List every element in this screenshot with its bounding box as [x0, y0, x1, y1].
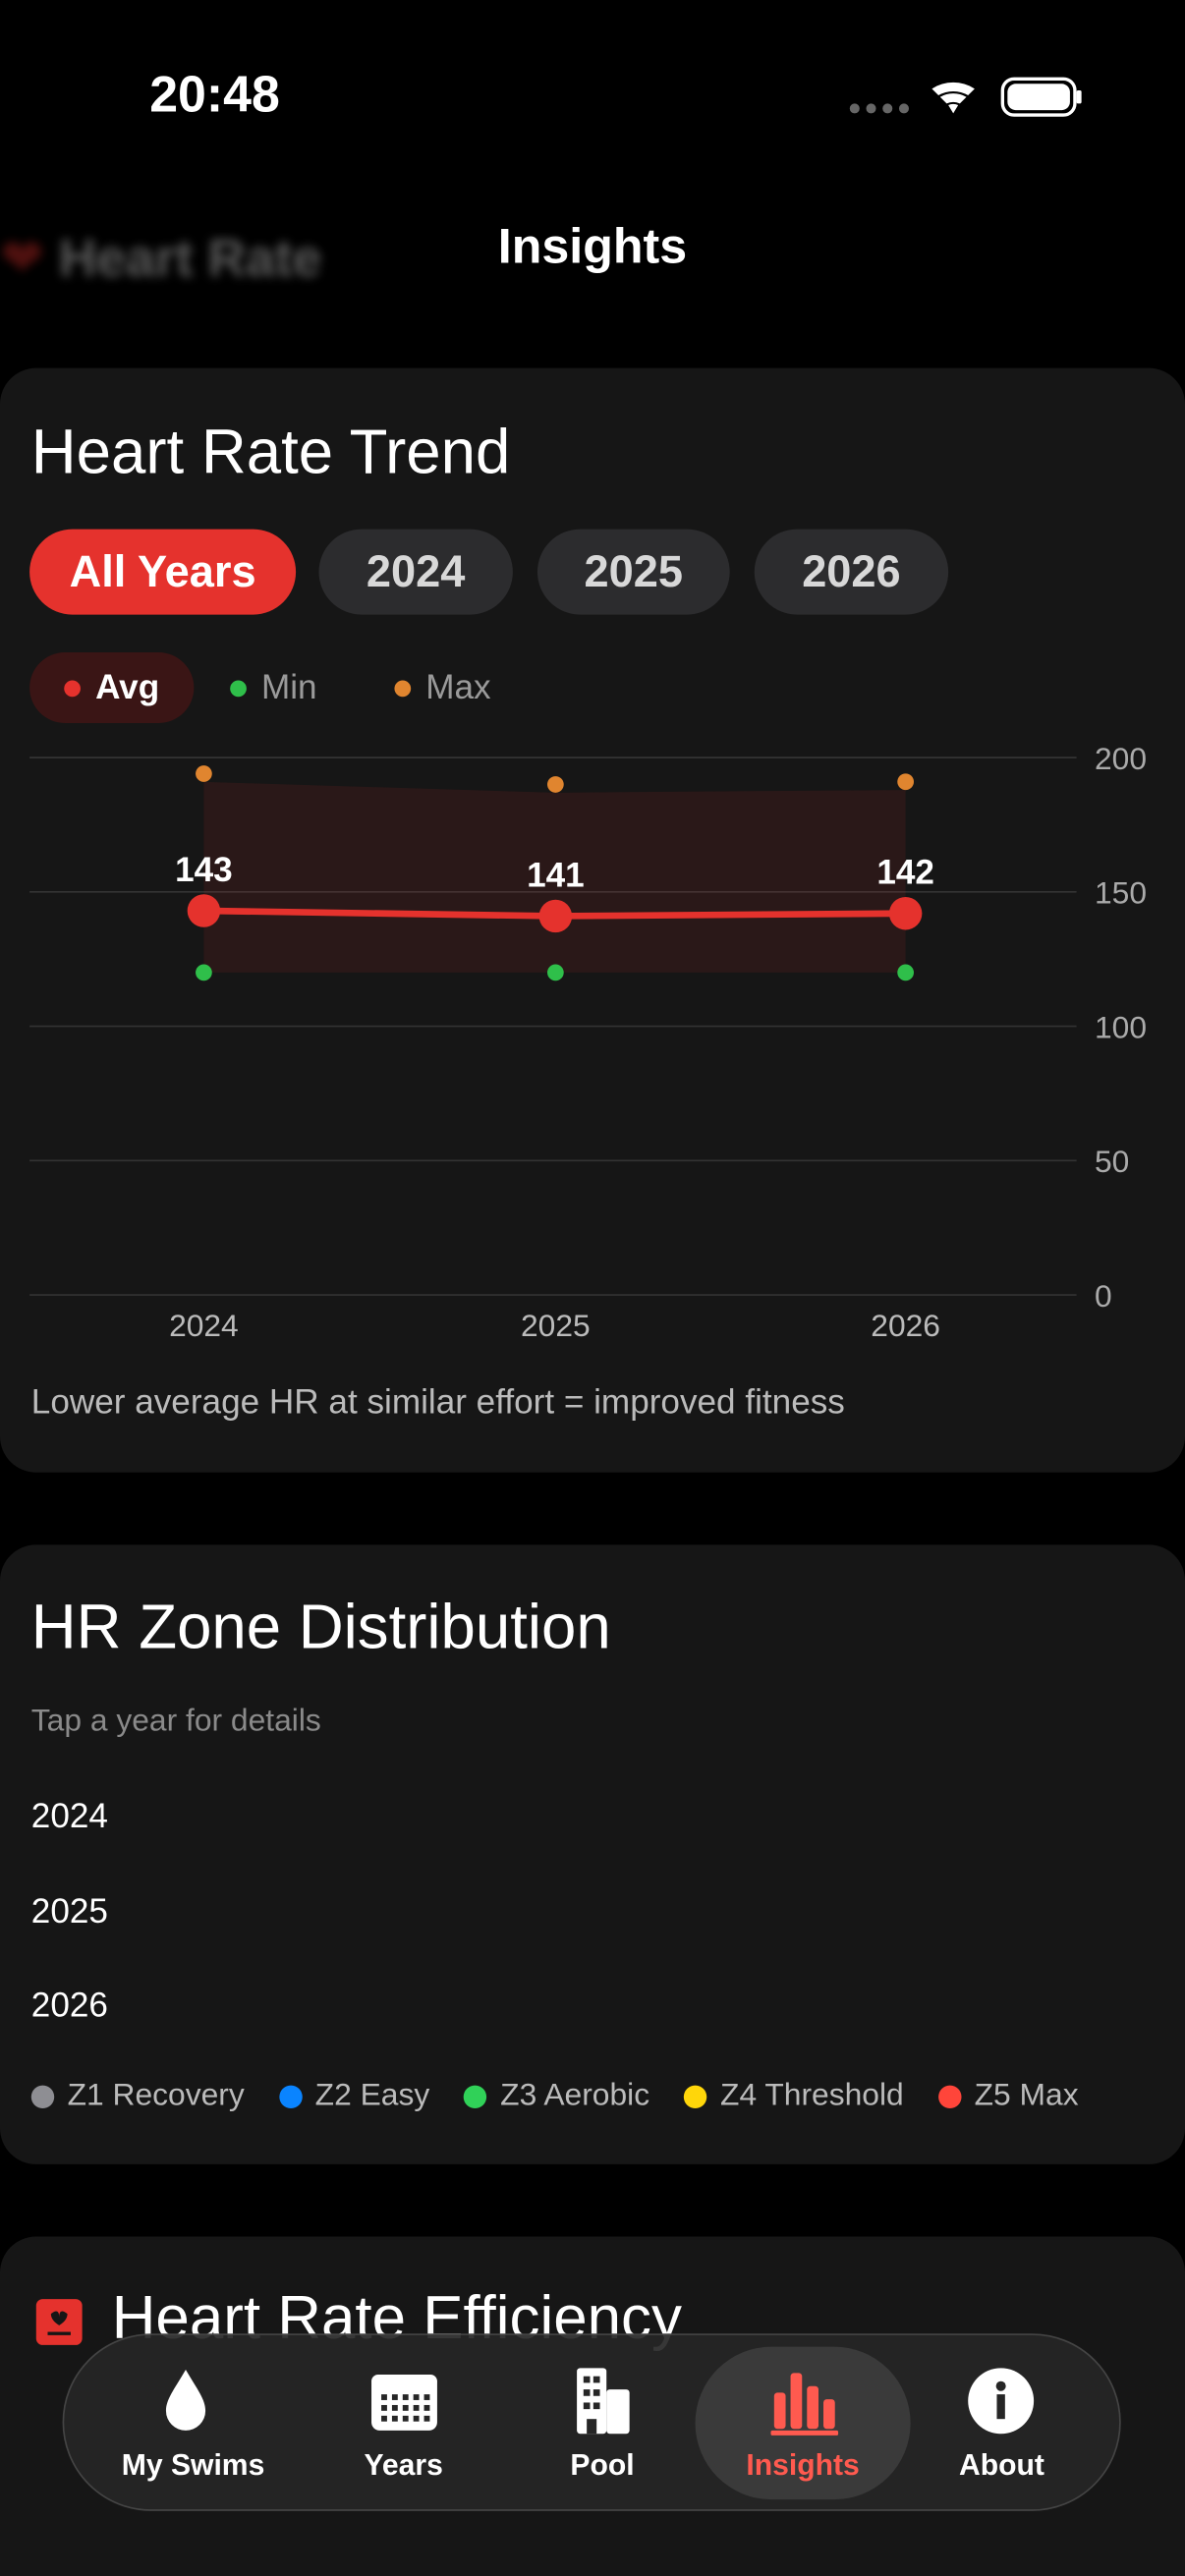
tab-label: Years: [364, 2448, 443, 2482]
year-row[interactable]: 2026: [30, 1987, 108, 2025]
max-point: [547, 776, 564, 793]
value-label: 143: [175, 851, 233, 889]
tab-icon-graphic: [165, 2370, 205, 2431]
series-toggle[interactable]: Max: [394, 652, 517, 723]
tab-icon: [966, 2367, 1039, 2439]
zone-legend-item: Z5 Max: [937, 2078, 1079, 2115]
footnote: Lower average HR at similar effort = imp…: [30, 1383, 845, 1422]
series-toggle[interactable]: Avg: [29, 652, 195, 723]
zone-legend-item: Z3 Aerobic: [464, 2079, 649, 2115]
y-tick-label: 100: [1095, 1009, 1147, 1044]
y-tick-label: 50: [1095, 1144, 1129, 1179]
min-point: [897, 964, 915, 981]
tab[interactable]: My Swims: [85, 2347, 301, 2500]
year-row[interactable]: 2025: [30, 1892, 108, 1931]
zone-dot: [937, 2085, 962, 2109]
y-tick-label: 0: [1095, 1278, 1112, 1314]
efficiency-icon: [35, 2299, 83, 2345]
tab-icon-graphic: [576, 2368, 629, 2435]
zone-card: [0, 1544, 1185, 2164]
range-area: [203, 781, 906, 973]
tab-icon: [367, 2367, 440, 2439]
tab-label: About: [959, 2448, 1044, 2482]
avg-point: [187, 894, 221, 927]
tab-label: Pool: [570, 2448, 635, 2482]
background-title: ❤ Heart Rate: [0, 228, 322, 288]
tab[interactable]: Insights: [695, 2346, 911, 2500]
zone-legend-item: Z2 Easy: [278, 2078, 430, 2115]
x-tick-label: 2024: [169, 1308, 239, 1343]
max-point: [196, 765, 212, 782]
tab-icon-graphic: [769, 2373, 838, 2436]
zone-label: Z4 Threshold: [720, 2078, 904, 2114]
avg-point: [538, 899, 573, 933]
filter-pill[interactable]: All Years: [29, 529, 297, 615]
x-tick-label: 2025: [521, 1308, 591, 1343]
min-point: [547, 964, 564, 981]
year-row[interactable]: 2024: [30, 1797, 108, 1836]
tab[interactable]: About: [894, 2347, 1109, 2500]
tab-label: Insights: [746, 2448, 860, 2482]
zone-label: Z1 Recovery: [67, 2078, 245, 2114]
tab-icon: [157, 2367, 230, 2439]
trend-chart: 0 50 100 150 200 2024 2025 2026 143 141 142: [29, 741, 1147, 1343]
zone-label: Z2 Easy: [314, 2078, 430, 2114]
tab-label: My Swims: [121, 2448, 265, 2482]
tab-icon: [566, 2367, 639, 2439]
legend-dot: [230, 679, 247, 697]
zone-dot: [30, 2085, 55, 2109]
tab-icon: [766, 2367, 839, 2439]
x-tick-label: 2026: [871, 1308, 940, 1343]
nav-title: Insights: [497, 220, 688, 275]
min-point: [196, 964, 212, 981]
max-point: [897, 773, 915, 791]
zone-label: Z5 Max: [974, 2078, 1079, 2114]
filter-pill[interactable]: 2024: [318, 529, 513, 615]
y-tick-label: 150: [1095, 875, 1147, 911]
status-time: 20:48: [149, 65, 280, 124]
legend-dot: [394, 679, 412, 697]
legend-label: Avg: [95, 667, 160, 706]
filter-pill[interactable]: 2026: [754, 529, 949, 615]
value-label: 142: [876, 854, 934, 892]
status-icons: [849, 77, 1082, 117]
zone-legend-item: Z4 Threshold: [684, 2078, 904, 2115]
zone-dot: [464, 2085, 487, 2109]
card-title: HR Zone Distribution: [30, 1594, 611, 1663]
legend-dot: [64, 679, 82, 697]
series-toggle[interactable]: Min: [230, 652, 345, 723]
card-subtitle: Tap a year for details: [30, 1704, 321, 1739]
legend-label: Max: [425, 667, 491, 706]
tab[interactable]: Years: [296, 2347, 511, 2500]
value-label: 141: [527, 856, 585, 894]
card-title: Heart Rate Trend: [30, 419, 511, 488]
filter-pill[interactable]: 2025: [536, 529, 730, 615]
background-title-text: Heart Rate: [58, 228, 322, 288]
legend-label: Min: [260, 667, 317, 706]
y-tick-label: 200: [1095, 741, 1147, 776]
zone-legend: Z1 Recovery Z2 Easy Z3 Aerobic Z4 Threshold…: [30, 2078, 1079, 2116]
zone-dot: [278, 2085, 303, 2109]
avg-point: [888, 896, 923, 930]
zone-legend-item: Z1 Recovery: [30, 2078, 245, 2115]
tab[interactable]: Pool: [494, 2347, 709, 2500]
zone-label: Z3 Aerobic: [500, 2078, 650, 2114]
tab-icon-graphic: [370, 2375, 437, 2431]
zone-dot: [684, 2085, 707, 2109]
tab-icon-graphic: [967, 2368, 1034, 2435]
